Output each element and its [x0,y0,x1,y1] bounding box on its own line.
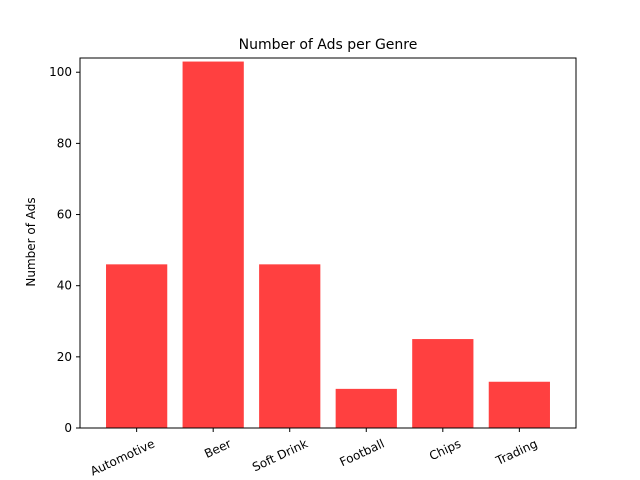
bar-beer [182,61,244,429]
y-tick-label: 40 [57,279,72,293]
y-axis-label: Number of Ads [24,197,38,286]
x-tick-label: Soft Drink [250,436,310,474]
bar-trading [488,381,550,428]
chart-title: Number of Ads per Genre [239,37,418,53]
bar-automotive [106,264,168,428]
x-tick-label: Beer [202,436,233,461]
y-tick-label: 0 [64,421,72,435]
y-tick-label: 60 [57,208,72,222]
x-tick-label: Chips [427,436,463,463]
bar-chips [412,339,474,428]
bar-soft-drink [259,264,321,428]
bars-group [106,61,550,429]
x-tick-label: Trading [493,436,540,468]
y-ticks-group: 0 20 40 60 80 100 [49,65,80,435]
x-tick-label: Automotive [88,436,157,478]
y-tick-label: 100 [49,65,72,79]
bar-football [335,388,397,428]
x-tick-label: Football [338,436,387,469]
plot-frame [79,57,577,429]
y-tick-label: 20 [57,350,72,364]
y-tick-label: 80 [57,136,72,150]
x-ticks-group: Automotive Beer Soft Drink Football Chips Tra… [88,428,540,479]
